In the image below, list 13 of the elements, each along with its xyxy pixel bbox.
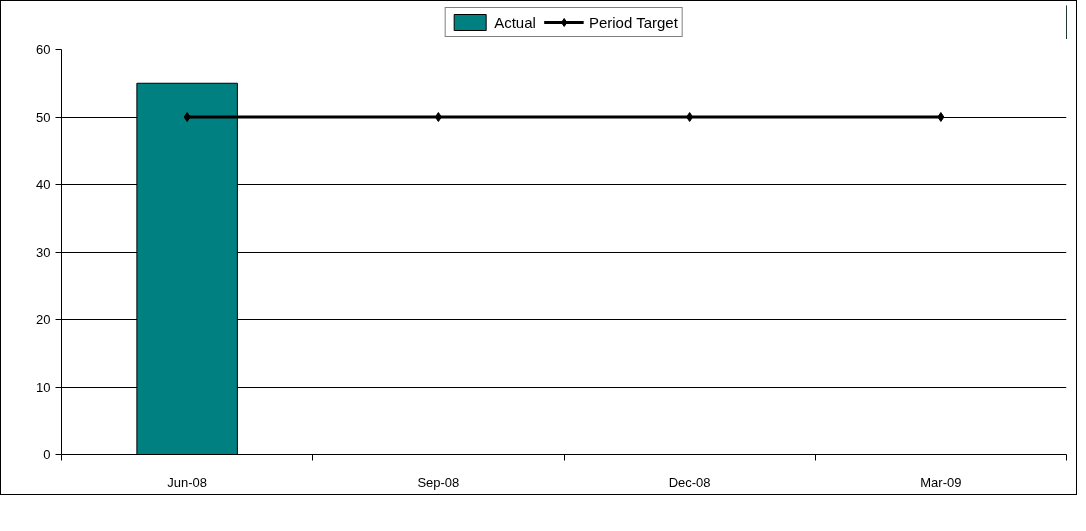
y-tick-label: 0 bbox=[43, 447, 51, 462]
y-tick-label: 20 bbox=[36, 312, 51, 327]
x-tick-label: Sep-08 bbox=[417, 474, 460, 490]
y-tick-label: 30 bbox=[36, 244, 51, 260]
y-tick-label: 10 bbox=[36, 379, 51, 395]
legend-label: Period Target bbox=[588, 13, 678, 31]
x-tick-label: Jun-08 bbox=[167, 474, 207, 490]
legend-label: Actual bbox=[494, 13, 536, 31]
y-tick-label: 60 bbox=[36, 42, 51, 57]
y-tick-label: 40 bbox=[36, 177, 51, 192]
y-tick-label: 50 bbox=[36, 109, 51, 125]
x-tick-label: Dec-08 bbox=[668, 474, 711, 490]
x-tick-label: Mar-09 bbox=[920, 474, 962, 490]
